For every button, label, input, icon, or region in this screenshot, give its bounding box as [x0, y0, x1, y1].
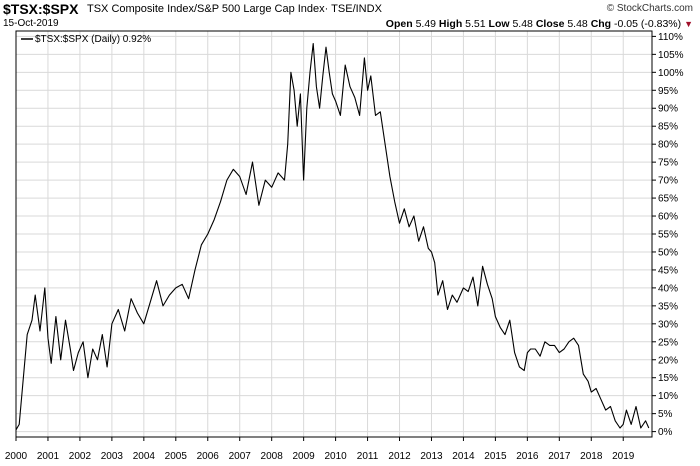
down-triangle-icon: ▼	[684, 19, 693, 29]
x-tick-label: 2006	[197, 451, 220, 462]
x-tick-label: 2017	[548, 451, 571, 462]
gridlines	[15, 31, 652, 437]
y-tick-label: 35%	[658, 301, 678, 312]
high-label: High	[438, 18, 463, 30]
x-tick-label: 2019	[612, 451, 635, 462]
x-tick-label: 2012	[388, 451, 411, 462]
brand-watermark: © StockCharts.com	[606, 3, 693, 14]
close-value: 5.48	[567, 18, 588, 30]
x-tick-label: 2003	[101, 451, 124, 462]
index-description: TSX Composite Index/S&P 500 Large Cap In…	[87, 3, 382, 15]
y-tick-label: 30%	[658, 319, 678, 330]
x-tick-label: 2015	[484, 451, 507, 462]
y-axis: 0% 5% 10% 15% 20% 25% 30% 35% 40% 45% 50% 55% 60% 65%…	[652, 32, 684, 438]
y-tick-label: 20%	[658, 355, 678, 366]
x-tick-label: 2014	[452, 451, 475, 462]
chart-header: $TSX:$SPX TSX Composite Index/S&P 500 La…	[3, 1, 697, 31]
y-tick-label: 0%	[658, 427, 673, 438]
x-tick-label: 2007	[229, 451, 252, 462]
x-axis: 2000 2001 2002 2003 2004 2005 2006 2007 2008 2009…	[5, 437, 635, 462]
y-tick-label: 10%	[658, 391, 678, 402]
x-tick-label: 2011	[357, 451, 379, 462]
x-tick-label: 2005	[165, 451, 188, 462]
y-tick-label: 60%	[658, 212, 678, 223]
open-value: 5.49	[415, 18, 436, 30]
y-tick-label: 80%	[658, 140, 678, 151]
symbol-title: $TSX:$SPX	[3, 1, 79, 17]
x-tick-label: 2000	[5, 451, 28, 462]
y-tick-label: 55%	[658, 230, 678, 241]
y-tick-label: 110%	[658, 32, 683, 43]
y-tick-label: 105%	[658, 50, 684, 61]
x-tick-label: 2013	[420, 451, 443, 462]
y-tick-label: 25%	[658, 337, 678, 348]
y-tick-label: 50%	[658, 247, 678, 258]
quote-summary: Open 5.49 High 5.51 Low 5.48 Close 5.48 …	[386, 18, 693, 30]
x-tick-label: 2008	[261, 451, 284, 462]
chg-value: -0.05 (-0.83%)	[614, 18, 682, 30]
x-tick-label: 2002	[69, 451, 92, 462]
y-tick-label: 85%	[658, 122, 678, 133]
open-label: Open	[385, 18, 413, 30]
legend: $TSX:$SPX (Daily) 0.92%	[21, 34, 151, 45]
series-line	[15, 43, 650, 431]
y-tick-label: 45%	[658, 265, 678, 276]
low-value: 5.48	[512, 18, 533, 30]
x-tick-label: 2001	[37, 451, 60, 462]
y-tick-label: 95%	[658, 86, 678, 97]
x-tick-label: 2009	[293, 451, 316, 462]
y-tick-label: 90%	[658, 104, 678, 115]
y-tick-label: 5%	[658, 409, 673, 420]
y-tick-label: 75%	[658, 158, 678, 169]
y-tick-label: 15%	[658, 373, 678, 384]
close-label: Close	[535, 18, 565, 30]
y-tick-label: 40%	[658, 283, 678, 294]
x-tick-label: 2016	[516, 451, 539, 462]
x-tick-label: 2018	[580, 451, 603, 462]
chg-label: Chg	[590, 18, 612, 30]
x-tick-label: 2004	[133, 451, 156, 462]
y-tick-label: 70%	[658, 176, 678, 187]
y-tick-label: 100%	[658, 68, 684, 79]
x-tick-label: 2010	[324, 451, 347, 462]
y-tick-label: 65%	[658, 194, 678, 205]
high-value: 5.51	[465, 18, 486, 30]
low-label: Low	[488, 18, 510, 30]
quote-date: 15-Oct-2019	[3, 18, 59, 29]
legend-label: $TSX:$SPX (Daily) 0.92%	[35, 34, 151, 45]
